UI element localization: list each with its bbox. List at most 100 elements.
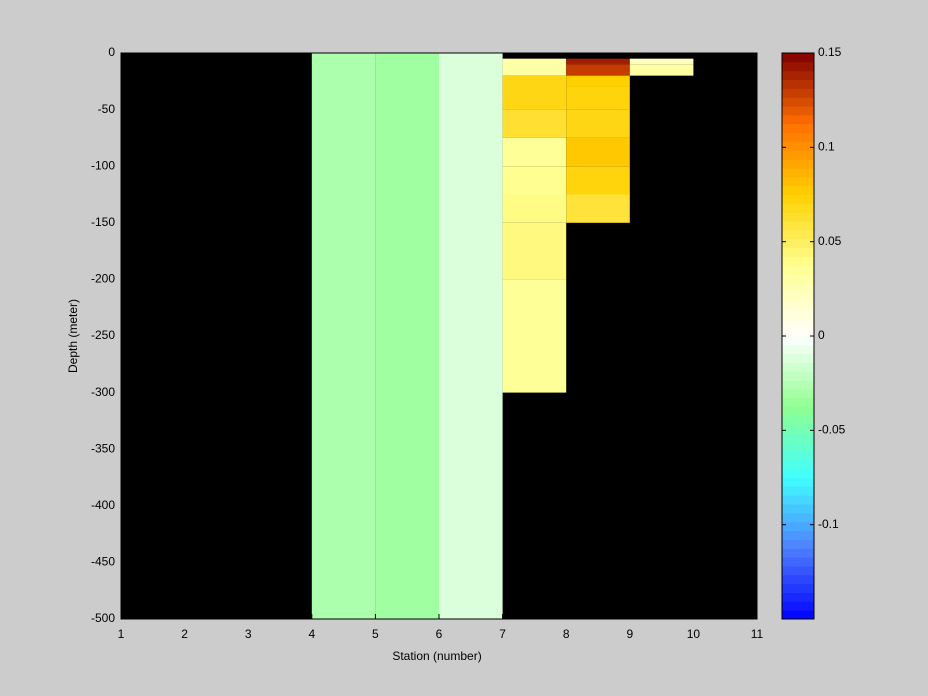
heatmap-cell [502, 109, 567, 138]
colorbar-swatch [782, 97, 814, 107]
heatmap-cell [566, 64, 630, 76]
colorbar-swatch [782, 185, 814, 195]
colorbar-swatch [782, 530, 814, 540]
y-tick-label: 0 [108, 45, 115, 59]
colorbar-swatch [782, 309, 814, 319]
colorbar-swatch [782, 521, 814, 532]
heatmap-cell [502, 222, 567, 280]
heatmap-cell [502, 137, 567, 167]
x-tick-label: 3 [245, 627, 252, 641]
colorbar-swatch [782, 504, 814, 514]
x-tick-label: 5 [372, 627, 379, 641]
colorbar-swatch [782, 344, 814, 355]
colorbar-swatch [782, 583, 814, 593]
x-tick-label: 9 [626, 627, 633, 641]
colorbar-swatch [782, 415, 814, 425]
heatmap-cell [566, 166, 630, 195]
colorbar-swatch [782, 486, 814, 496]
heatmap-cell [375, 53, 439, 619]
x-tick-label: 11 [751, 627, 764, 641]
heatmap-cell [566, 194, 630, 223]
colorbar-swatch [782, 203, 814, 213]
heatmap-cell [502, 279, 567, 393]
y-tick-label: -400 [91, 498, 115, 512]
colorbar-swatch [782, 468, 814, 478]
colorbar-tick-label: 0 [818, 328, 825, 342]
colorbar-swatch [782, 389, 814, 399]
colorbar-swatch [782, 238, 814, 249]
colorbar-swatch [782, 512, 814, 523]
heatmap-cell [566, 86, 630, 110]
heatmap-cell [566, 75, 630, 87]
colorbar-swatch [782, 159, 814, 169]
colorbar-swatch [782, 274, 814, 284]
colorbar-swatch [782, 433, 814, 443]
y-tick-label: -50 [98, 102, 116, 116]
colorbar-swatch [782, 265, 814, 275]
colorbar-swatch [782, 53, 814, 63]
y-tick-label: -250 [91, 328, 115, 342]
colorbar-swatch [782, 574, 814, 585]
colorbar-swatch [782, 150, 814, 160]
heatmap-cell [502, 166, 567, 195]
colorbar-swatch [782, 495, 814, 505]
colorbar-tick-label: -0.1 [818, 517, 839, 531]
colorbar-swatch [782, 291, 814, 302]
colorbar-swatch [782, 141, 814, 151]
colorbar-swatch [782, 123, 814, 134]
y-tick-label: -450 [91, 555, 115, 569]
y-tick-label: -500 [91, 611, 115, 625]
colorbar-swatch [782, 406, 814, 417]
x-axis-label: Station (number) [392, 649, 481, 663]
heatmap-cell [311, 53, 376, 619]
heatmap-cell [566, 58, 630, 65]
colorbar-swatch [782, 380, 814, 390]
colorbar-swatch [782, 548, 814, 558]
colorbar-swatch [782, 114, 814, 125]
colorbar-swatch [782, 592, 814, 602]
colorbar-swatch [782, 565, 814, 576]
colorbar-swatch [782, 318, 814, 328]
colorbar-swatch [782, 362, 814, 372]
y-tick-label: -350 [91, 441, 115, 455]
colorbar-swatch [782, 282, 814, 293]
colorbar-tick-label: -0.05 [818, 423, 846, 437]
colorbar-swatch [782, 610, 814, 620]
y-tick-label: -150 [91, 215, 115, 229]
heatmap-cell [629, 58, 694, 65]
colorbar-swatch [782, 450, 814, 461]
colorbar-tick-label: 0.15 [818, 45, 842, 59]
colorbar-swatch [782, 397, 814, 408]
colorbar-swatch [782, 176, 814, 187]
colorbar-swatch [782, 424, 814, 434]
colorbar-swatch [782, 442, 814, 452]
heatmap-cell [439, 53, 503, 619]
colorbar-swatch [782, 229, 814, 240]
colorbar-swatch [782, 106, 814, 116]
y-tick-label: -200 [91, 272, 115, 286]
colorbar-swatch [782, 167, 814, 178]
colorbar-swatch [782, 327, 814, 337]
colorbar-swatch [782, 539, 814, 549]
colorbar-swatch [782, 371, 814, 381]
colorbar-swatch [782, 70, 814, 81]
colorbar-swatch [782, 557, 814, 567]
colorbar-swatch [782, 300, 814, 310]
colorbar-swatch [782, 601, 814, 611]
colorbar-swatch [782, 79, 814, 89]
colorbar-tick-label: 0.05 [818, 234, 842, 248]
heatmap-cell [629, 64, 694, 76]
colorbar-swatch [782, 353, 814, 364]
colorbar-tick-label: 0.1 [818, 140, 835, 154]
colorbar-swatch [782, 194, 814, 204]
y-tick-label: -100 [91, 158, 115, 172]
x-tick-label: 1 [118, 627, 125, 641]
colorbar-swatch [782, 459, 814, 470]
colorbar-swatch [782, 247, 814, 257]
x-tick-label: 2 [181, 627, 188, 641]
colorbar-swatch [782, 212, 814, 222]
x-tick-label: 4 [308, 627, 315, 641]
heatmap-cell [502, 194, 567, 223]
colorbar-swatch [782, 132, 814, 142]
